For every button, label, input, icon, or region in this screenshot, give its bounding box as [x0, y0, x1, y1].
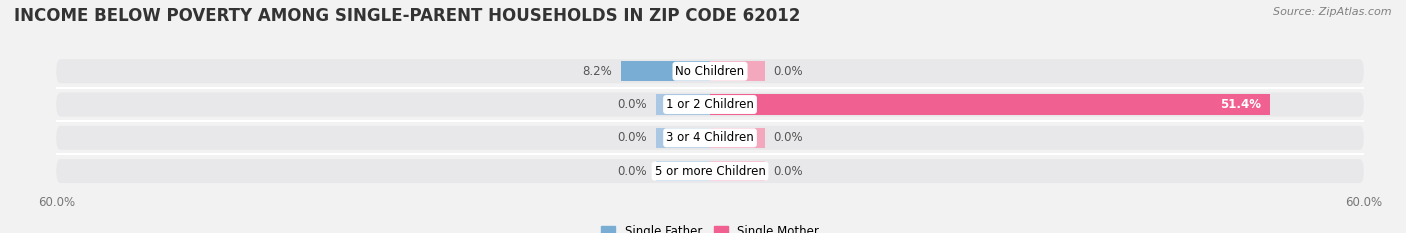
Text: 51.4%: 51.4%: [1220, 98, 1261, 111]
Bar: [710, 94, 1270, 115]
Bar: [620, 61, 710, 81]
Text: 0.0%: 0.0%: [773, 65, 803, 78]
Text: 0.0%: 0.0%: [617, 98, 647, 111]
Bar: [655, 94, 710, 115]
Bar: [655, 161, 710, 181]
Text: 5 or more Children: 5 or more Children: [655, 164, 765, 178]
Bar: [710, 128, 765, 148]
Bar: [710, 161, 765, 181]
Bar: [710, 61, 765, 81]
Text: Source: ZipAtlas.com: Source: ZipAtlas.com: [1274, 7, 1392, 17]
Text: 0.0%: 0.0%: [773, 131, 803, 144]
Text: No Children: No Children: [675, 65, 745, 78]
FancyBboxPatch shape: [56, 59, 1364, 83]
Text: 0.0%: 0.0%: [773, 164, 803, 178]
Text: 0.0%: 0.0%: [617, 164, 647, 178]
Bar: [655, 128, 710, 148]
FancyBboxPatch shape: [56, 126, 1364, 150]
Text: 1 or 2 Children: 1 or 2 Children: [666, 98, 754, 111]
Text: 0.0%: 0.0%: [617, 131, 647, 144]
FancyBboxPatch shape: [56, 159, 1364, 183]
Text: INCOME BELOW POVERTY AMONG SINGLE-PARENT HOUSEHOLDS IN ZIP CODE 62012: INCOME BELOW POVERTY AMONG SINGLE-PARENT…: [14, 7, 800, 25]
Legend: Single Father, Single Mother: Single Father, Single Mother: [600, 225, 820, 233]
Text: 8.2%: 8.2%: [582, 65, 612, 78]
FancyBboxPatch shape: [56, 93, 1364, 116]
Text: 3 or 4 Children: 3 or 4 Children: [666, 131, 754, 144]
